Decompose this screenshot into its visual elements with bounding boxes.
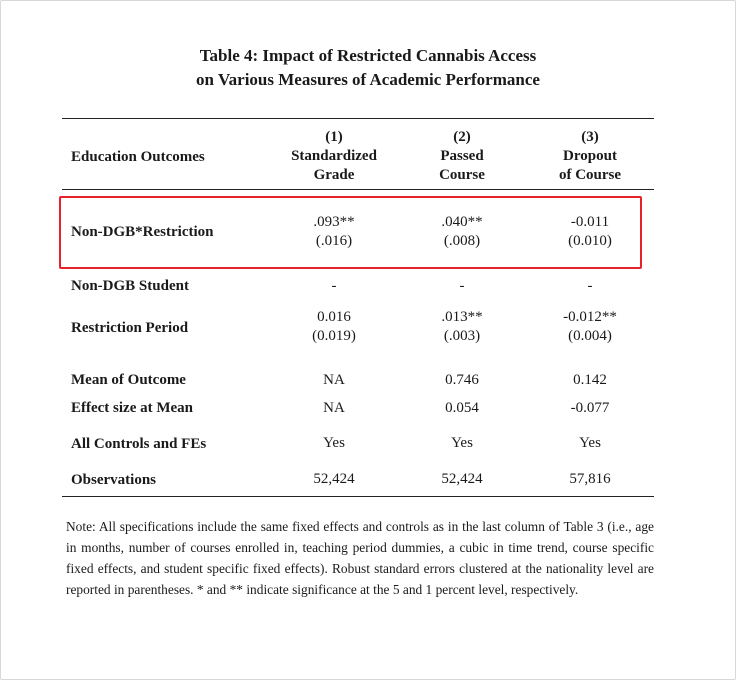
coef-cell: -0.011 (0.010) [568, 214, 612, 249]
value-cell: NA [323, 400, 345, 416]
col1-number: (1) [325, 129, 343, 145]
col3-number: (3) [581, 129, 599, 145]
value-cell: 57,816 [569, 471, 611, 487]
value-cell: 0.746 [445, 372, 479, 388]
coef-cell: 0.016 (0.019) [312, 309, 356, 344]
header-label: Education Outcomes [71, 149, 205, 165]
row-label-effect-size: Effect size at Mean [71, 400, 194, 416]
coef-cell: -0.012** (0.004) [563, 309, 617, 344]
col3-line2: of Course [558, 167, 622, 183]
table-note: Note: All specifications include the sam… [66, 519, 654, 597]
coef-cell: - [459, 278, 465, 294]
coef-cell: - [331, 278, 337, 294]
value-cell: 52,424 [441, 471, 483, 487]
table-title: Table 4: Impact of Restricted Cannabis A… [199, 46, 537, 65]
col3-header: (3) Dropout of Course [530, 128, 650, 185]
value-cell: 0.142 [573, 372, 607, 388]
coef-cell: .093** (.016) [313, 214, 355, 249]
highlight-box [59, 196, 642, 269]
table-subtitle: on Various Measures of Academic Performa… [196, 70, 540, 89]
col1-line1: Standardized [291, 148, 377, 164]
col1-line2: Grade [313, 167, 355, 183]
value-cell: Yes [451, 435, 473, 451]
value-cell: 0.054 [445, 400, 479, 416]
bottom-rule [62, 496, 654, 497]
row-label-controls: All Controls and FEs [71, 436, 207, 452]
value-cell: Yes [579, 435, 601, 451]
header-rule [62, 189, 654, 190]
col2-line2: Course [439, 167, 485, 183]
value-cell: NA [323, 372, 345, 388]
value-cell: Yes [323, 435, 345, 451]
col3-line1: Dropout [563, 148, 617, 164]
value-cell: 52,424 [313, 471, 355, 487]
row-label-mean-outcome: Mean of Outcome [71, 372, 186, 388]
row-label-restriction-period: Restriction Period [71, 320, 189, 336]
col2-number: (2) [453, 129, 471, 145]
value-cell: -0.077 [570, 400, 610, 416]
col2-header: (2) Passed Course [402, 128, 522, 185]
top-rule [62, 118, 654, 119]
coef-cell: .040** (.008) [441, 214, 483, 249]
coef-cell: - [587, 278, 593, 294]
row-label-nondgb-student: Non-DGB Student [71, 278, 189, 294]
row-label-nondgb-restriction: Non-DGB*Restriction [71, 224, 214, 240]
col2-line1: Passed [440, 148, 484, 164]
coef-cell: .013** (.003) [441, 309, 483, 344]
row-label-observations: Observations [71, 472, 157, 488]
col1-header: (1) Standardized Grade [274, 128, 394, 185]
